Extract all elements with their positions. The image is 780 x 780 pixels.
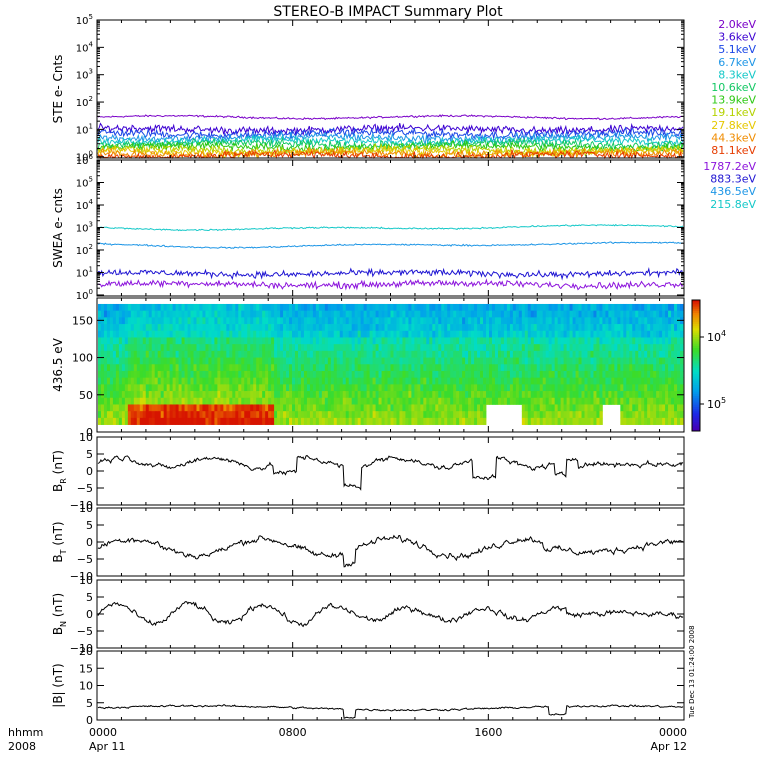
ylabel-pad: 436.5 eV xyxy=(51,337,65,392)
x-tick-label-date: Apr 12 xyxy=(650,740,687,753)
y-tick-label-bmag: 5 xyxy=(86,697,93,710)
legend-ste-3.6keV: 3.6keV xyxy=(718,31,756,44)
legend-swea-883.3eV: 883.3eV xyxy=(710,173,756,186)
series-bmag xyxy=(97,704,684,719)
y-tick-label-bn: 10 xyxy=(79,574,93,587)
y-tick-label-bmag: 10 xyxy=(79,680,93,693)
y-tick-label-swea: 101 xyxy=(76,265,93,279)
y-tick-label-bmag: 20 xyxy=(79,645,93,658)
legend-ste-2.0keV: 2.0keV xyxy=(718,18,756,31)
series-br xyxy=(97,454,684,491)
ylabel-swea: SWEA e- cnts xyxy=(51,188,65,268)
series-swea-215.8eV xyxy=(98,223,684,232)
y-tick-label-bn: −5 xyxy=(77,625,93,638)
ylabel-bt: BT (nT) xyxy=(51,521,68,562)
series-swea-436.5eV xyxy=(97,241,684,249)
y-tick-label-br: −5 xyxy=(77,482,93,495)
colorbar-tick-label: 105 xyxy=(707,396,726,411)
colorbar: 104 105 xyxy=(691,299,726,432)
bt-frame xyxy=(96,507,685,577)
ylabel-bn: BN (nT) xyxy=(51,593,68,635)
series-swea-1787.2eV xyxy=(97,278,684,291)
y-tick-label-swea: 104 xyxy=(76,198,94,212)
legend-swea-436.5eV: 436.5eV xyxy=(710,185,756,198)
legends-layer: 2.0keV3.6keV5.1keV6.7keV8.3keV10.6keV13.… xyxy=(703,18,756,211)
series-swea-883.3eV xyxy=(97,267,684,281)
br-frame xyxy=(96,436,685,506)
colorbar-frame xyxy=(691,299,701,432)
y-tick-label-ste: 102 xyxy=(76,95,93,109)
series-ste-19.1keV xyxy=(97,142,684,157)
legend-ste-6.7keV: 6.7keV xyxy=(718,56,756,69)
y-tick-label-bn: 0 xyxy=(86,608,93,621)
y-tick-label-br: 0 xyxy=(86,465,93,478)
y-tick-label-br: −10 xyxy=(70,499,93,512)
y-tick-label-bt: −10 xyxy=(70,570,93,583)
legend-ste-44.3keV: 44.3keV xyxy=(711,131,756,144)
y-tick-label-br: 10 xyxy=(79,431,93,444)
legend-ste-10.6keV: 10.6keV xyxy=(711,81,756,94)
series-ste-2.0keV xyxy=(97,114,684,121)
panel-bt: −10 −5 0 5 10 BT (nT) xyxy=(51,502,685,583)
x-axis-row1-label: hhmm xyxy=(8,726,43,739)
x-tick-label-time: 1600 xyxy=(474,726,502,739)
panel-swea: 100 101 102 103 104 105 106 SWEA e- cnts xyxy=(51,153,685,302)
legend-ste-27.8keV: 27.8keV xyxy=(711,119,756,132)
y-tick-label-bn: −10 xyxy=(70,642,93,655)
panel-bmag: 0 5 10 15 20 |B| (nT) xyxy=(51,645,685,727)
legend-swea-1787.2eV: 1787.2eV xyxy=(703,160,756,173)
legend-ste-5.1keV: 5.1keV xyxy=(718,43,756,56)
series-ste-6.7keV xyxy=(97,130,684,146)
panel-pad: 0 50 100 150 436.5 eV xyxy=(51,297,685,439)
legend-ste-19.1keV: 19.1keV xyxy=(711,106,756,119)
y-tick-label-swea: 106 xyxy=(76,153,94,167)
y-tick-label-bn: 5 xyxy=(86,591,93,604)
plot-title: STEREO-B IMPACT Summary Plot xyxy=(273,4,503,20)
panel-br: −10 −5 0 5 10 BR (nT) xyxy=(51,431,685,512)
y-tick-label-pad: 100 xyxy=(72,352,93,365)
y-tick-label-ste: 104 xyxy=(76,40,94,54)
y-tick-label-ste: 101 xyxy=(76,122,93,136)
ylabel-br: BR (nT) xyxy=(51,450,68,492)
y-tick-label-pad: 150 xyxy=(72,314,93,327)
y-tick-label-ste: 103 xyxy=(76,68,93,82)
legend-ste-81.1keV: 81.1keV xyxy=(711,144,756,157)
series-bt xyxy=(97,534,684,568)
y-tick-label-swea: 100 xyxy=(76,288,93,302)
legend-ste-8.3keV: 8.3keV xyxy=(718,68,756,81)
ylabel-ste: STE e- Cnts xyxy=(51,55,65,124)
series-bn xyxy=(97,601,684,628)
y-tick-label-swea: 105 xyxy=(76,175,93,189)
y-tick-label-bt: 10 xyxy=(79,502,93,515)
y-tick-label-bt: 0 xyxy=(86,536,93,549)
y-tick-label-pad: 50 xyxy=(79,389,93,402)
series-ste-3.6keV xyxy=(97,122,684,136)
ylabel-bmag: |B| (nT) xyxy=(51,663,65,707)
x-tick-label-date: Apr 11 xyxy=(89,740,126,753)
legend-swea-215.8eV: 215.8eV xyxy=(710,198,756,211)
y-tick-label-pad: 0 xyxy=(86,426,93,439)
y-tick-label-br: 5 xyxy=(86,448,93,461)
x-tick-label-time: 0000 xyxy=(89,726,117,739)
y-tick-label-bmag: 15 xyxy=(79,662,93,675)
colorbar-tick-label: 104 xyxy=(707,329,726,344)
y-tick-label-bt: 5 xyxy=(86,519,93,532)
x-tick-label-time: 0000 xyxy=(659,726,687,739)
timestamp-note: Tue Dec 13 01:24:00 2008 xyxy=(688,625,696,719)
bmag-frame xyxy=(96,650,685,721)
legend-ste-13.9keV: 13.9keV xyxy=(711,94,756,107)
y-tick-label-bt: −5 xyxy=(77,553,93,566)
x-tick-label-time: 0800 xyxy=(279,726,307,739)
x-axis-row2-label: 2008 xyxy=(8,740,36,753)
y-tick-label-swea: 102 xyxy=(76,243,93,257)
y-tick-label-bmag: 0 xyxy=(86,714,93,727)
y-tick-label-ste: 105 xyxy=(76,13,93,27)
y-tick-label-swea: 103 xyxy=(76,220,93,234)
panel-bn: −10 −5 0 5 10 BN (nT) xyxy=(51,574,685,655)
